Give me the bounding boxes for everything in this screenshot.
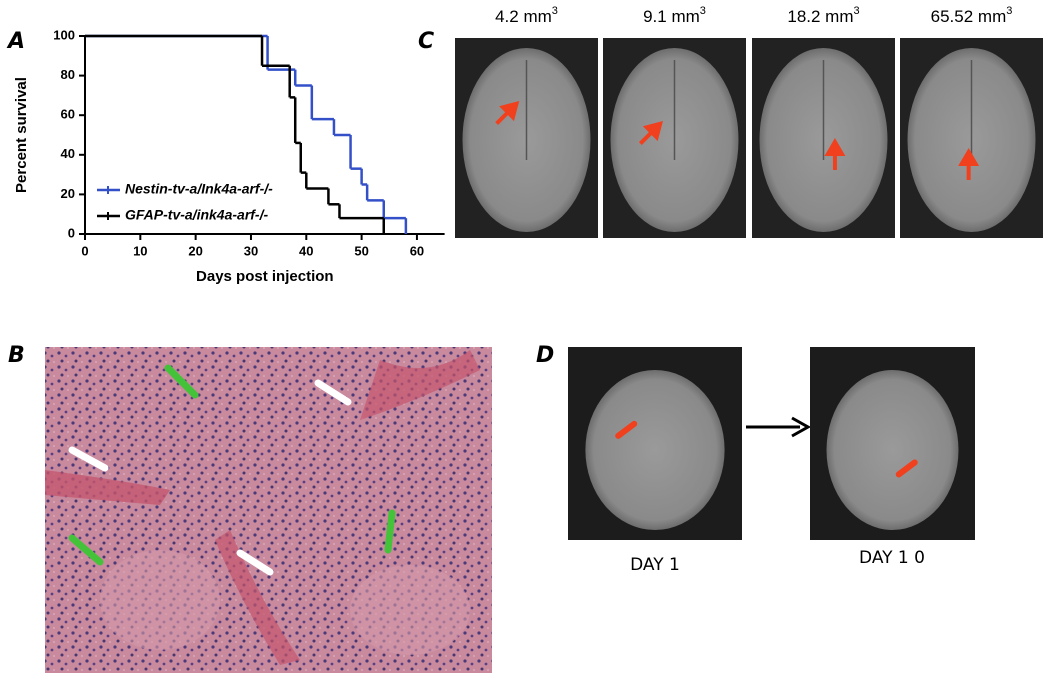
mri-volume-label: 9.1 mm3 [643,5,706,27]
survival-step [293,97,301,145]
y-tick-label: 80 [61,67,75,82]
x-tick-label: 40 [299,243,313,258]
red-arrow [495,100,520,125]
y-tick-label: 60 [61,107,75,122]
mri-image [455,38,598,238]
survival-step [293,69,312,87]
y-tick-label: 0 [68,225,75,240]
panel-letter: D [536,343,554,368]
x-axis-label: Days post injection [196,268,334,285]
y-tick-label: 40 [61,146,75,161]
brain [826,370,959,530]
red-arrow [895,459,918,478]
mri-image [568,347,742,540]
mri-volume-label: 65.52 mm3 [931,5,1013,27]
legend-label: GFAP-tv-a/ink4a-arf-/- [125,207,268,223]
red-arrow [958,148,980,180]
mri-image [603,38,746,238]
arrow [746,416,812,438]
panel-letter: C [418,29,434,54]
y-tick-label: 100 [53,27,75,42]
volume-unit-exponent: 3 [854,5,860,17]
mri-volume-label: 18.2 mm3 [787,5,859,27]
survival-step [305,172,329,190]
survival-step [299,142,307,174]
y-axis-label: Percent survival [13,77,30,193]
mri-image [752,38,895,238]
survival-step [349,135,362,170]
volume-text: 18.2 mm [787,7,853,26]
volume-text: 4.2 mm [495,7,552,26]
volume-unit-exponent: 3 [552,5,558,17]
volume-text: 9.1 mm [643,7,700,26]
x-tick-label: 20 [188,243,202,258]
volume-text: 65.52 mm [931,7,1007,26]
survival-step [360,168,368,186]
mri-image [900,38,1043,238]
survival-step [338,204,384,220]
panel-letter: B [8,343,25,368]
histology-image [45,347,492,673]
x-tick-label: 60 [410,243,424,258]
red-arrow [615,420,638,439]
survival-step [327,188,340,206]
mri-image [810,347,975,540]
brain [585,370,725,530]
mri-volume-label: 4.2 mm3 [495,5,558,27]
survival-step [310,85,334,121]
y-tick-label: 20 [61,186,75,201]
volume-unit-exponent: 3 [1006,5,1012,17]
x-tick-label: 0 [81,243,88,258]
legend-label: Nestin-tv-a/Ink4a-arf-/- [125,181,273,197]
survival-step [332,119,351,137]
panel-letter: A [6,29,25,54]
day-label: DAY 1 0 [859,548,925,568]
survival-step [260,36,290,67]
x-tick-label: 30 [244,243,258,258]
volume-unit-exponent: 3 [700,5,706,17]
day-label: DAY 1 [630,555,680,575]
survival-step [382,200,406,220]
x-tick-label: 50 [354,243,368,258]
survival-step [365,184,384,202]
red-arrow [638,120,663,145]
x-tick-label: 10 [133,243,147,258]
red-arrow [824,138,846,170]
